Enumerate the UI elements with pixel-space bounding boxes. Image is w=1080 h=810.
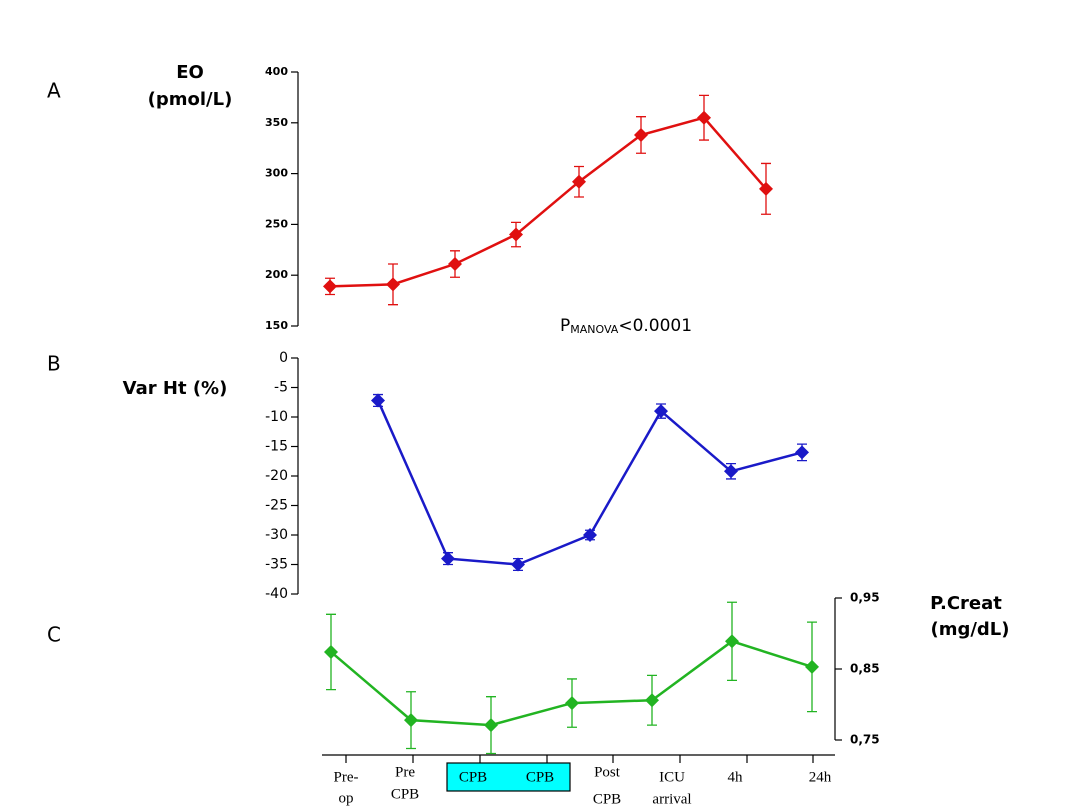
- x-tick-label: CPB: [459, 769, 487, 785]
- y-tick-label: 300: [265, 167, 288, 180]
- data-point: [323, 279, 337, 294]
- x-tick-label: Post: [594, 764, 621, 780]
- panel-letter: B: [47, 352, 61, 376]
- data-point: [795, 445, 809, 460]
- data-point: [634, 127, 648, 142]
- y-tick-label: 0,85: [850, 662, 880, 676]
- y-tick-label: 150: [265, 319, 288, 332]
- data-point: [448, 257, 462, 272]
- x-tick-label: CPB: [526, 769, 554, 785]
- data-point: [583, 528, 597, 542]
- y-tick-label: -10: [265, 409, 288, 425]
- x-tick-label: 4h: [728, 769, 744, 785]
- y-tick-label: 0: [279, 350, 288, 366]
- y-axis-title: P.Creat: [930, 593, 1002, 614]
- data-point: [324, 644, 338, 659]
- y-tick-label: 200: [265, 268, 288, 281]
- y-tick-label: 400: [265, 65, 288, 78]
- y-tick-label: -5: [274, 380, 288, 396]
- data-point: [654, 404, 668, 419]
- data-point: [441, 551, 455, 566]
- data-point: [565, 696, 579, 711]
- x-tick-label: op: [339, 790, 354, 806]
- panel-letter: A: [47, 79, 61, 103]
- data-point: [404, 713, 418, 728]
- y-tick-label: -25: [265, 498, 288, 514]
- y-tick-label: -15: [265, 439, 288, 455]
- data-point: [386, 277, 400, 292]
- y-axis-title: (pmol/L): [148, 89, 233, 110]
- cpb-box: [446, 762, 571, 792]
- y-tick-label: -40: [265, 586, 288, 602]
- data-point: [645, 693, 659, 708]
- data-point: [509, 227, 523, 242]
- annotation: PMANOVA<0.0001: [560, 316, 692, 336]
- x-tick-label: CPB: [391, 786, 419, 802]
- x-tick-label: arrival: [652, 791, 691, 807]
- annotation-p: P: [560, 316, 570, 336]
- data-line: [329, 116, 767, 288]
- panel-letter: C: [47, 623, 61, 647]
- y-axis-title: EO: [176, 62, 204, 83]
- y-tick-label: -35: [265, 557, 288, 573]
- y-axis-title: (mg/dL): [930, 619, 1009, 640]
- y-tick-label: 0,95: [850, 591, 880, 605]
- data-point: [371, 393, 385, 408]
- y-tick-label: -20: [265, 468, 288, 484]
- data-point: [725, 634, 739, 649]
- data-point: [572, 174, 586, 189]
- annotation-sub: MANOVA: [570, 323, 619, 336]
- data-point: [484, 718, 498, 733]
- data-point: [759, 181, 773, 196]
- x-tick-label: 24h: [809, 769, 832, 785]
- data-point: [511, 557, 525, 572]
- annotation-value: <0.0001: [618, 316, 692, 336]
- x-tick-label: CPB: [593, 791, 621, 807]
- y-tick-label: -30: [265, 527, 288, 543]
- data-point: [724, 464, 738, 479]
- y-tick-label: 250: [265, 217, 288, 230]
- x-tick-label: ICU: [659, 769, 685, 785]
- data-point: [805, 659, 819, 674]
- y-axis-title: Var Ht (%): [123, 378, 228, 399]
- data-point: [697, 110, 711, 125]
- x-tick-label: Pre-: [334, 769, 359, 785]
- y-tick-label: 0,75: [850, 733, 880, 747]
- y-tick-label: 350: [265, 116, 288, 129]
- x-tick-label: Pre: [395, 764, 415, 780]
